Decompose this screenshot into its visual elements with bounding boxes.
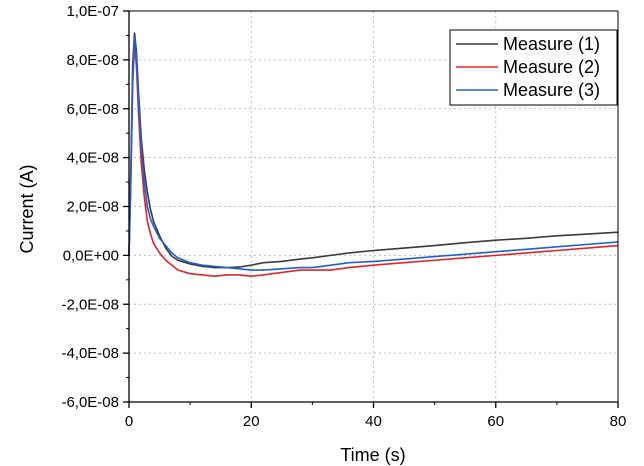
legend: Measure (1) Measure (2) Measure (3) (449, 29, 618, 106)
y-tick-label-2: 6,0E-08 (66, 101, 119, 118)
y-tick-label-4: 2,0E-08 (66, 199, 119, 216)
y-tick-label-5: 0,0E+00 (63, 247, 119, 264)
y-tick-label-6: -2,0E-08 (61, 296, 119, 313)
axes (123, 10, 619, 408)
x-tick-label-0: 0 (125, 413, 133, 430)
x-tick-label-4: 80 (610, 413, 627, 430)
x-axis-title: Time (s) (340, 445, 405, 465)
x-tick-label-1: 20 (243, 413, 260, 430)
legend-label-3: Measure (3) (503, 80, 600, 100)
y-axis-title: Current (A) (17, 164, 37, 253)
x-tick-label-3: 60 (487, 413, 504, 430)
y-tick-label-1: 8,0E-08 (66, 52, 119, 69)
series-line-2 (128, 44, 619, 277)
tick-labels: 0 20 40 60 80 1,0E-07 8,0E-08 6,0E-08 4,0E-08 2,0… (61, 3, 626, 430)
y-tick-label-3: 4,0E-08 (66, 150, 119, 167)
y-tick-label-8: -6,0E-08 (61, 394, 119, 411)
legend-label-1: Measure (1) (503, 34, 600, 54)
legend-label-2: Measure (2) (503, 57, 600, 77)
x-tick-label-2: 40 (365, 413, 382, 430)
y-tick-label-7: -4,0E-08 (61, 345, 119, 362)
series-lines (128, 32, 619, 277)
y-tick-label-0: 1,0E-07 (66, 3, 119, 20)
series-line-3 (128, 37, 619, 271)
